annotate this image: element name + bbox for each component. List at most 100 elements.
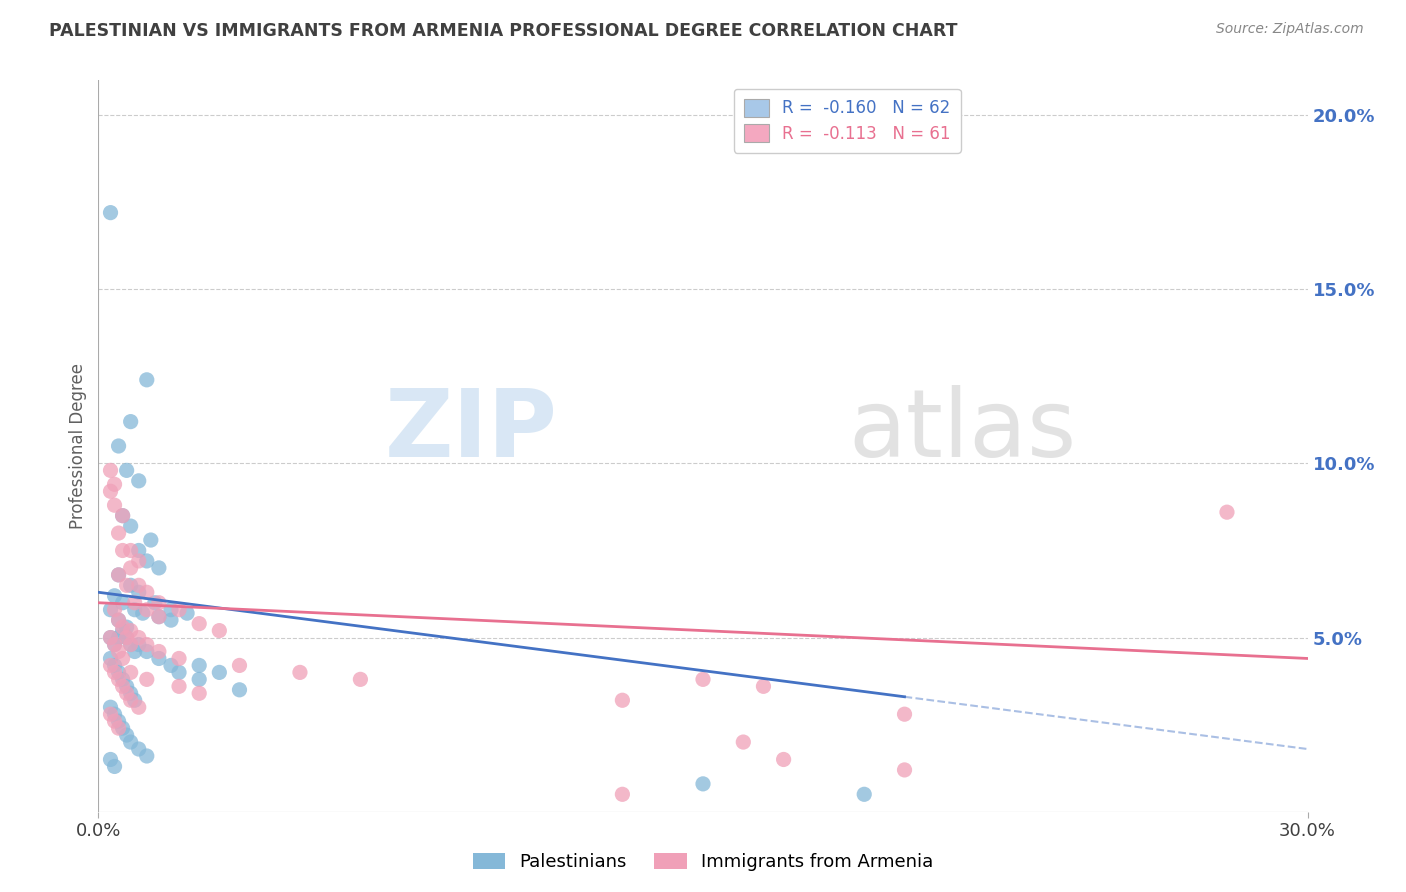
Point [120, 543, 142, 558]
Point [103, 714, 125, 728]
Point [124, 596, 146, 610]
Point [120, 638, 142, 652]
Point [132, 606, 155, 620]
Point [107, 613, 129, 627]
Point [167, 679, 190, 693]
Point [124, 644, 146, 658]
Point [143, 596, 166, 610]
Point [167, 665, 190, 680]
Point [139, 533, 162, 547]
Point [176, 606, 198, 620]
Point [148, 561, 170, 575]
Point [160, 658, 183, 673]
Point [612, 787, 634, 801]
Text: ZIP: ZIP [385, 385, 558, 477]
Point [612, 693, 634, 707]
Point [120, 415, 142, 429]
Point [228, 682, 250, 697]
Point [111, 721, 134, 735]
Point [111, 651, 134, 665]
Point [128, 554, 150, 568]
Point [288, 665, 311, 680]
Legend: R =  -0.160   N = 62, R =  -0.113   N = 61: R = -0.160 N = 62, R = -0.113 N = 61 [734, 88, 960, 153]
Point [120, 578, 142, 592]
Point [120, 624, 142, 638]
Point [107, 714, 129, 728]
Point [107, 644, 129, 658]
Point [1216, 505, 1239, 519]
Text: PALESTINIAN VS IMMIGRANTS FROM ARMENIA PROFESSIONAL DEGREE CORRELATION CHART: PALESTINIAN VS IMMIGRANTS FROM ARMENIA P… [49, 22, 957, 40]
Point [128, 543, 150, 558]
Point [128, 585, 150, 599]
Point [148, 596, 170, 610]
Point [103, 477, 125, 491]
Point [853, 787, 876, 801]
Point [349, 673, 371, 687]
Point [120, 735, 142, 749]
Point [128, 631, 150, 645]
Point [148, 651, 170, 665]
Point [752, 679, 775, 693]
Point [107, 673, 129, 687]
Point [120, 519, 142, 533]
Point [120, 561, 142, 575]
Point [107, 567, 129, 582]
Point [124, 603, 146, 617]
Point [148, 609, 170, 624]
Point [160, 613, 183, 627]
Point [120, 665, 142, 680]
Point [103, 658, 125, 673]
Point [135, 638, 157, 652]
Point [111, 673, 134, 687]
Point [893, 707, 915, 722]
Point [167, 603, 190, 617]
Point [228, 658, 250, 673]
Point [100, 631, 122, 645]
Legend: Palestinians, Immigrants from Armenia: Palestinians, Immigrants from Armenia [465, 846, 941, 879]
Point [128, 474, 150, 488]
Point [167, 651, 190, 665]
Point [128, 700, 150, 714]
Point [111, 508, 134, 523]
Point [103, 589, 125, 603]
Point [100, 651, 122, 665]
Point [107, 613, 129, 627]
Point [208, 665, 231, 680]
Point [128, 638, 150, 652]
Point [103, 638, 125, 652]
Point [107, 665, 129, 680]
Point [188, 658, 211, 673]
Point [100, 631, 122, 645]
Point [103, 759, 125, 773]
Point [115, 620, 138, 634]
Point [128, 578, 150, 592]
Point [103, 665, 125, 680]
Point [692, 777, 714, 791]
Point [107, 439, 129, 453]
Point [111, 508, 134, 523]
Point [111, 620, 134, 634]
Point [135, 749, 157, 764]
Point [135, 373, 157, 387]
Point [107, 526, 129, 541]
Point [115, 631, 138, 645]
Point [128, 742, 150, 756]
Point [135, 585, 157, 599]
Point [115, 686, 138, 700]
Text: Source: ZipAtlas.com: Source: ZipAtlas.com [1216, 22, 1364, 37]
Point [100, 752, 122, 766]
Point [107, 631, 129, 645]
Point [120, 638, 142, 652]
Point [111, 624, 134, 638]
Y-axis label: Professional Degree: Professional Degree [69, 363, 87, 529]
Point [111, 596, 134, 610]
Point [208, 624, 231, 638]
Point [733, 735, 755, 749]
Point [188, 616, 211, 631]
Point [115, 578, 138, 592]
Point [124, 693, 146, 707]
Point [111, 543, 134, 558]
Point [103, 707, 125, 722]
Point [100, 603, 122, 617]
Point [135, 603, 157, 617]
